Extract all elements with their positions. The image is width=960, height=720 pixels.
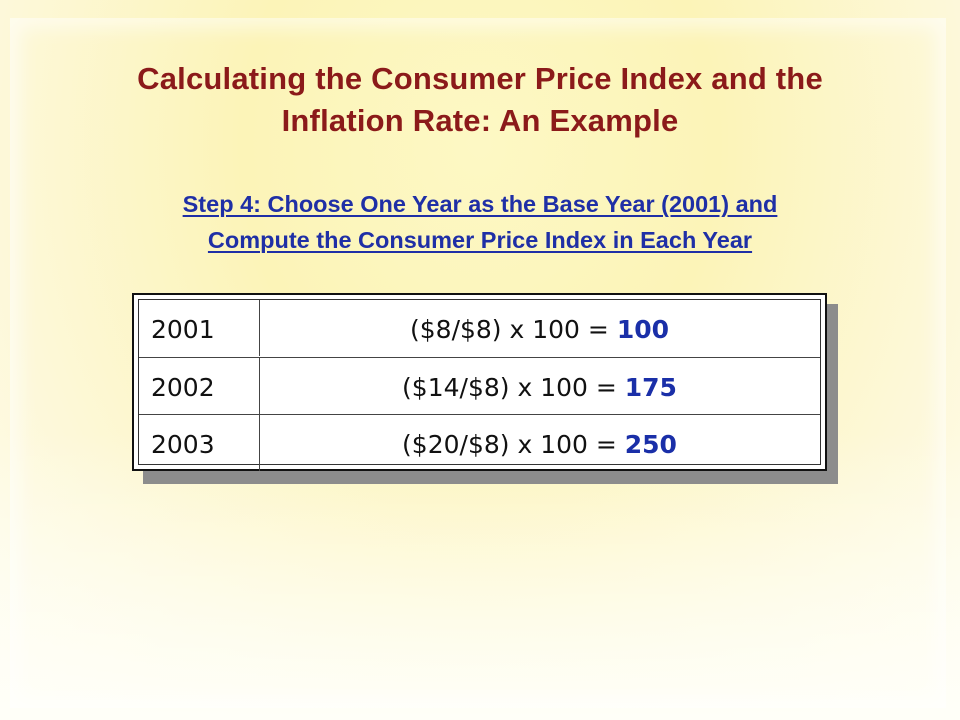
formula-cell: ($8/$8) x 100 = 100 bbox=[259, 300, 820, 356]
column-divider bbox=[259, 358, 260, 414]
step-subtitle-line-2: Compute the Consumer Price Index in Each… bbox=[207, 227, 753, 253]
formula-text: ($14/$8) x 100 = bbox=[402, 373, 617, 402]
cpi-table: 2001 ($8/$8) x 100 = 100 2002 ($14/$8) x… bbox=[132, 293, 827, 471]
table-row: 2002 ($14/$8) x 100 = 175 bbox=[139, 357, 820, 414]
column-divider bbox=[259, 300, 260, 356]
formula-cell: ($14/$8) x 100 = 175 bbox=[259, 358, 820, 414]
slide-title-line-1: Calculating the Consumer Price Index and… bbox=[137, 61, 823, 96]
formula-text: ($8/$8) x 100 = bbox=[410, 315, 609, 344]
cpi-result: 250 bbox=[624, 430, 677, 459]
cpi-result: 175 bbox=[624, 373, 677, 402]
slide-title: Calculating the Consumer Price Index and… bbox=[0, 58, 960, 142]
slide-title-line-2: Inflation Rate: An Example bbox=[281, 103, 679, 138]
year-cell: 2003 bbox=[151, 430, 215, 459]
cpi-result: 100 bbox=[616, 315, 669, 344]
formula-cell: ($20/$8) x 100 = 250 bbox=[259, 415, 820, 471]
formula-text: ($20/$8) x 100 = bbox=[402, 430, 617, 459]
table-row: 2003 ($20/$8) x 100 = 250 bbox=[139, 414, 820, 471]
year-cell: 2001 bbox=[151, 315, 215, 344]
cpi-table-inner: 2001 ($8/$8) x 100 = 100 2002 ($14/$8) x… bbox=[138, 299, 821, 471]
column-divider bbox=[259, 415, 260, 471]
step-subtitle-line-1: Step 4: Choose One Year as the Base Year… bbox=[182, 191, 778, 217]
table-row: 2001 ($8/$8) x 100 = 100 bbox=[139, 300, 820, 356]
step-subtitle: Step 4: Choose One Year as the Base Year… bbox=[0, 186, 960, 258]
year-cell: 2002 bbox=[151, 373, 215, 402]
